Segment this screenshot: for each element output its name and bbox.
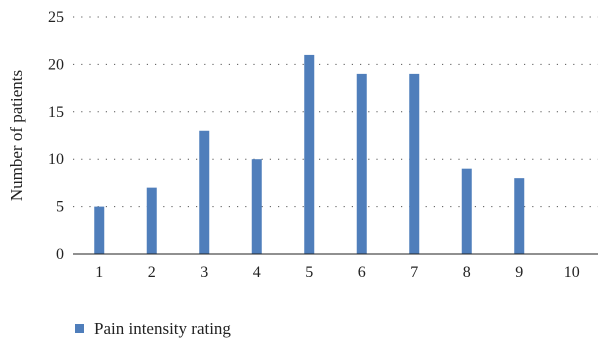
y-tick-labels: 0 5 10 15 20 25 [48,9,64,263]
bar-6 [356,73,367,254]
legend-label: Pain intensity rating [94,319,231,338]
y-tick-label: 10 [48,151,64,168]
y-tick-label: 25 [48,9,64,26]
legend: Pain intensity rating [75,319,231,338]
bar-5 [304,54,315,254]
bar-2 [146,187,157,254]
gridlines [73,16,598,208]
y-tick-label: 5 [56,199,64,216]
bar-3 [199,130,210,254]
y-tick-label: 15 [48,104,64,121]
bar-4 [251,159,262,254]
bar-8 [461,168,472,254]
bars [94,54,525,254]
y-tick-label: 0 [56,246,64,263]
y-tick-label: 20 [48,56,64,73]
x-tick-label: 6 [358,264,366,281]
y-axis-label: Number of patients [7,70,26,201]
bar-1 [94,206,105,254]
bar-7 [409,73,420,254]
x-tick-label: 7 [410,264,418,281]
x-tick-label: 4 [253,264,261,281]
x-tick-label: 3 [200,264,208,281]
x-tick-label: 1 [95,264,103,281]
bar-9 [514,178,525,254]
legend-swatch [75,324,84,333]
x-tick-label: 5 [305,264,313,281]
x-tick-label: 8 [463,264,471,281]
x-tick-labels: 1 2 3 4 5 6 7 8 9 10 [95,264,580,281]
x-tick-label: 10 [564,264,580,281]
x-tick-label: 9 [515,264,523,281]
x-tick-label: 2 [148,264,156,281]
